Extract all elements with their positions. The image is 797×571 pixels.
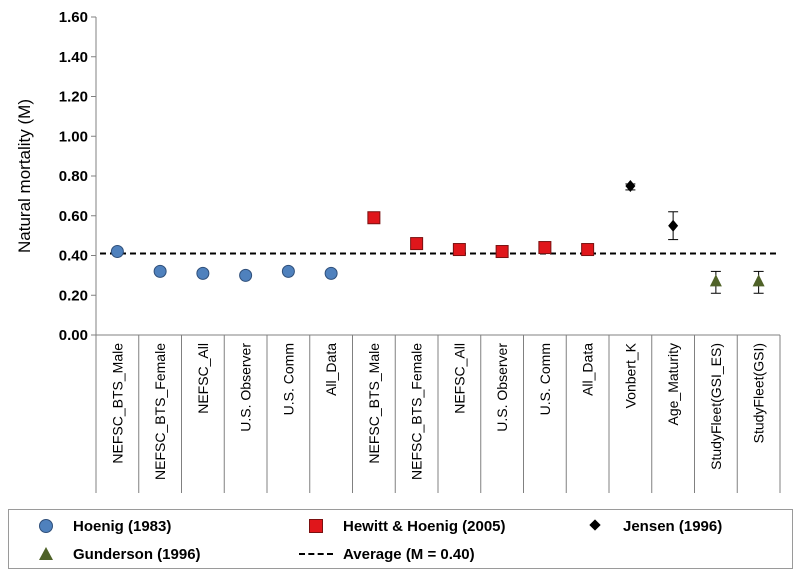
data-point-square — [410, 237, 424, 251]
chart: Natural mortality (M) 0.000.200.400.600.… — [15, 9, 781, 493]
data-point-diamond — [668, 219, 679, 232]
x-category-label: All_Data — [580, 343, 596, 396]
x-category-label: U.S. Comm — [280, 343, 296, 415]
legend-label: Jensen (1996) — [623, 517, 723, 535]
x-category-label: U.S. Comm — [537, 343, 553, 415]
x-category-label: Vonbert_K — [622, 342, 638, 408]
x-category-label: NEFSC_All — [451, 343, 467, 414]
triangle-marker-icon — [29, 543, 63, 565]
legend-label: Gunderson (1996) — [73, 545, 201, 563]
y-tick-label: 1.00 — [59, 128, 88, 145]
data-point-circle — [324, 266, 338, 280]
y-tick-label: 0.00 — [59, 327, 88, 344]
data-point-circle — [239, 268, 253, 282]
x-category-label: NEFSC_BTS_Female — [152, 343, 168, 480]
legend-item-average: Average (M = 0.40) — [299, 543, 475, 565]
x-category-label: StudyFleet(GSI) — [751, 343, 767, 443]
legend-label: Hoenig (1983) — [73, 517, 172, 535]
y-tick-label: 0.80 — [59, 168, 88, 185]
data-point-triangle — [709, 274, 722, 287]
data-point-circle — [110, 245, 124, 259]
y-tick-label: 0.60 — [59, 208, 88, 225]
diamond-marker-icon — [579, 515, 613, 537]
x-category-label: NEFSC_BTS_Female — [409, 343, 425, 480]
x-category-label: StudyFleet(GSI_ES) — [708, 343, 724, 470]
x-category-label: All_Data — [323, 343, 339, 396]
dashed-line-icon — [299, 543, 333, 565]
y-axis: 0.00 0.20 0.40 0.60 0.80 1.00 1.20 1.40 1.60 — [59, 9, 97, 344]
legend-item-gunderson: Gunderson (1996) — [29, 543, 201, 565]
data-point-diamond — [625, 179, 636, 192]
data-point-square — [367, 211, 381, 225]
data-point-circle — [153, 264, 167, 278]
x-axis: NEFSC_BTS_Male NEFSC_BTS_Female NEFSC_All U… — [95, 334, 781, 493]
data-point-square — [495, 245, 509, 259]
data-point-square — [538, 241, 552, 255]
legend: Hoenig (1983) Hewitt & Hoenig (2005) Jen… — [8, 509, 793, 569]
legend-label: Hewitt & Hoenig (2005) — [343, 517, 506, 535]
x-category-label: NEFSC_BTS_Male — [109, 343, 125, 464]
y-axis-title: Natural mortality (M) — [15, 99, 34, 253]
x-category-label: U.S. Observer — [238, 343, 254, 432]
circle-marker-icon — [29, 515, 63, 537]
data-point-square — [452, 243, 466, 257]
data-point-circle — [281, 264, 295, 278]
data-point-square — [581, 243, 595, 257]
y-tick-label: 1.20 — [59, 89, 88, 106]
x-category-label: NEFSC_BTS_Male — [366, 343, 382, 464]
x-category-label: NEFSC_All — [195, 343, 211, 414]
legend-item-hoenig: Hoenig (1983) — [29, 515, 171, 537]
y-tick-label: 1.40 — [59, 49, 88, 66]
x-category-label: U.S. Observer — [494, 343, 510, 432]
y-tick-label: 0.40 — [59, 248, 88, 265]
legend-label: Average (M = 0.40) — [343, 545, 475, 563]
x-category-label: Age_Maturity — [665, 343, 681, 425]
data-point-triangle — [752, 274, 765, 287]
data-marks — [110, 179, 765, 294]
y-tick-label: 0.20 — [59, 287, 88, 304]
data-point-circle — [196, 266, 210, 280]
legend-item-hewitt-hoenig: Hewitt & Hoenig (2005) — [299, 515, 506, 537]
square-marker-icon — [299, 515, 333, 537]
legend-item-jensen: Jensen (1996) — [579, 515, 722, 537]
y-tick-label: 1.60 — [59, 9, 88, 26]
